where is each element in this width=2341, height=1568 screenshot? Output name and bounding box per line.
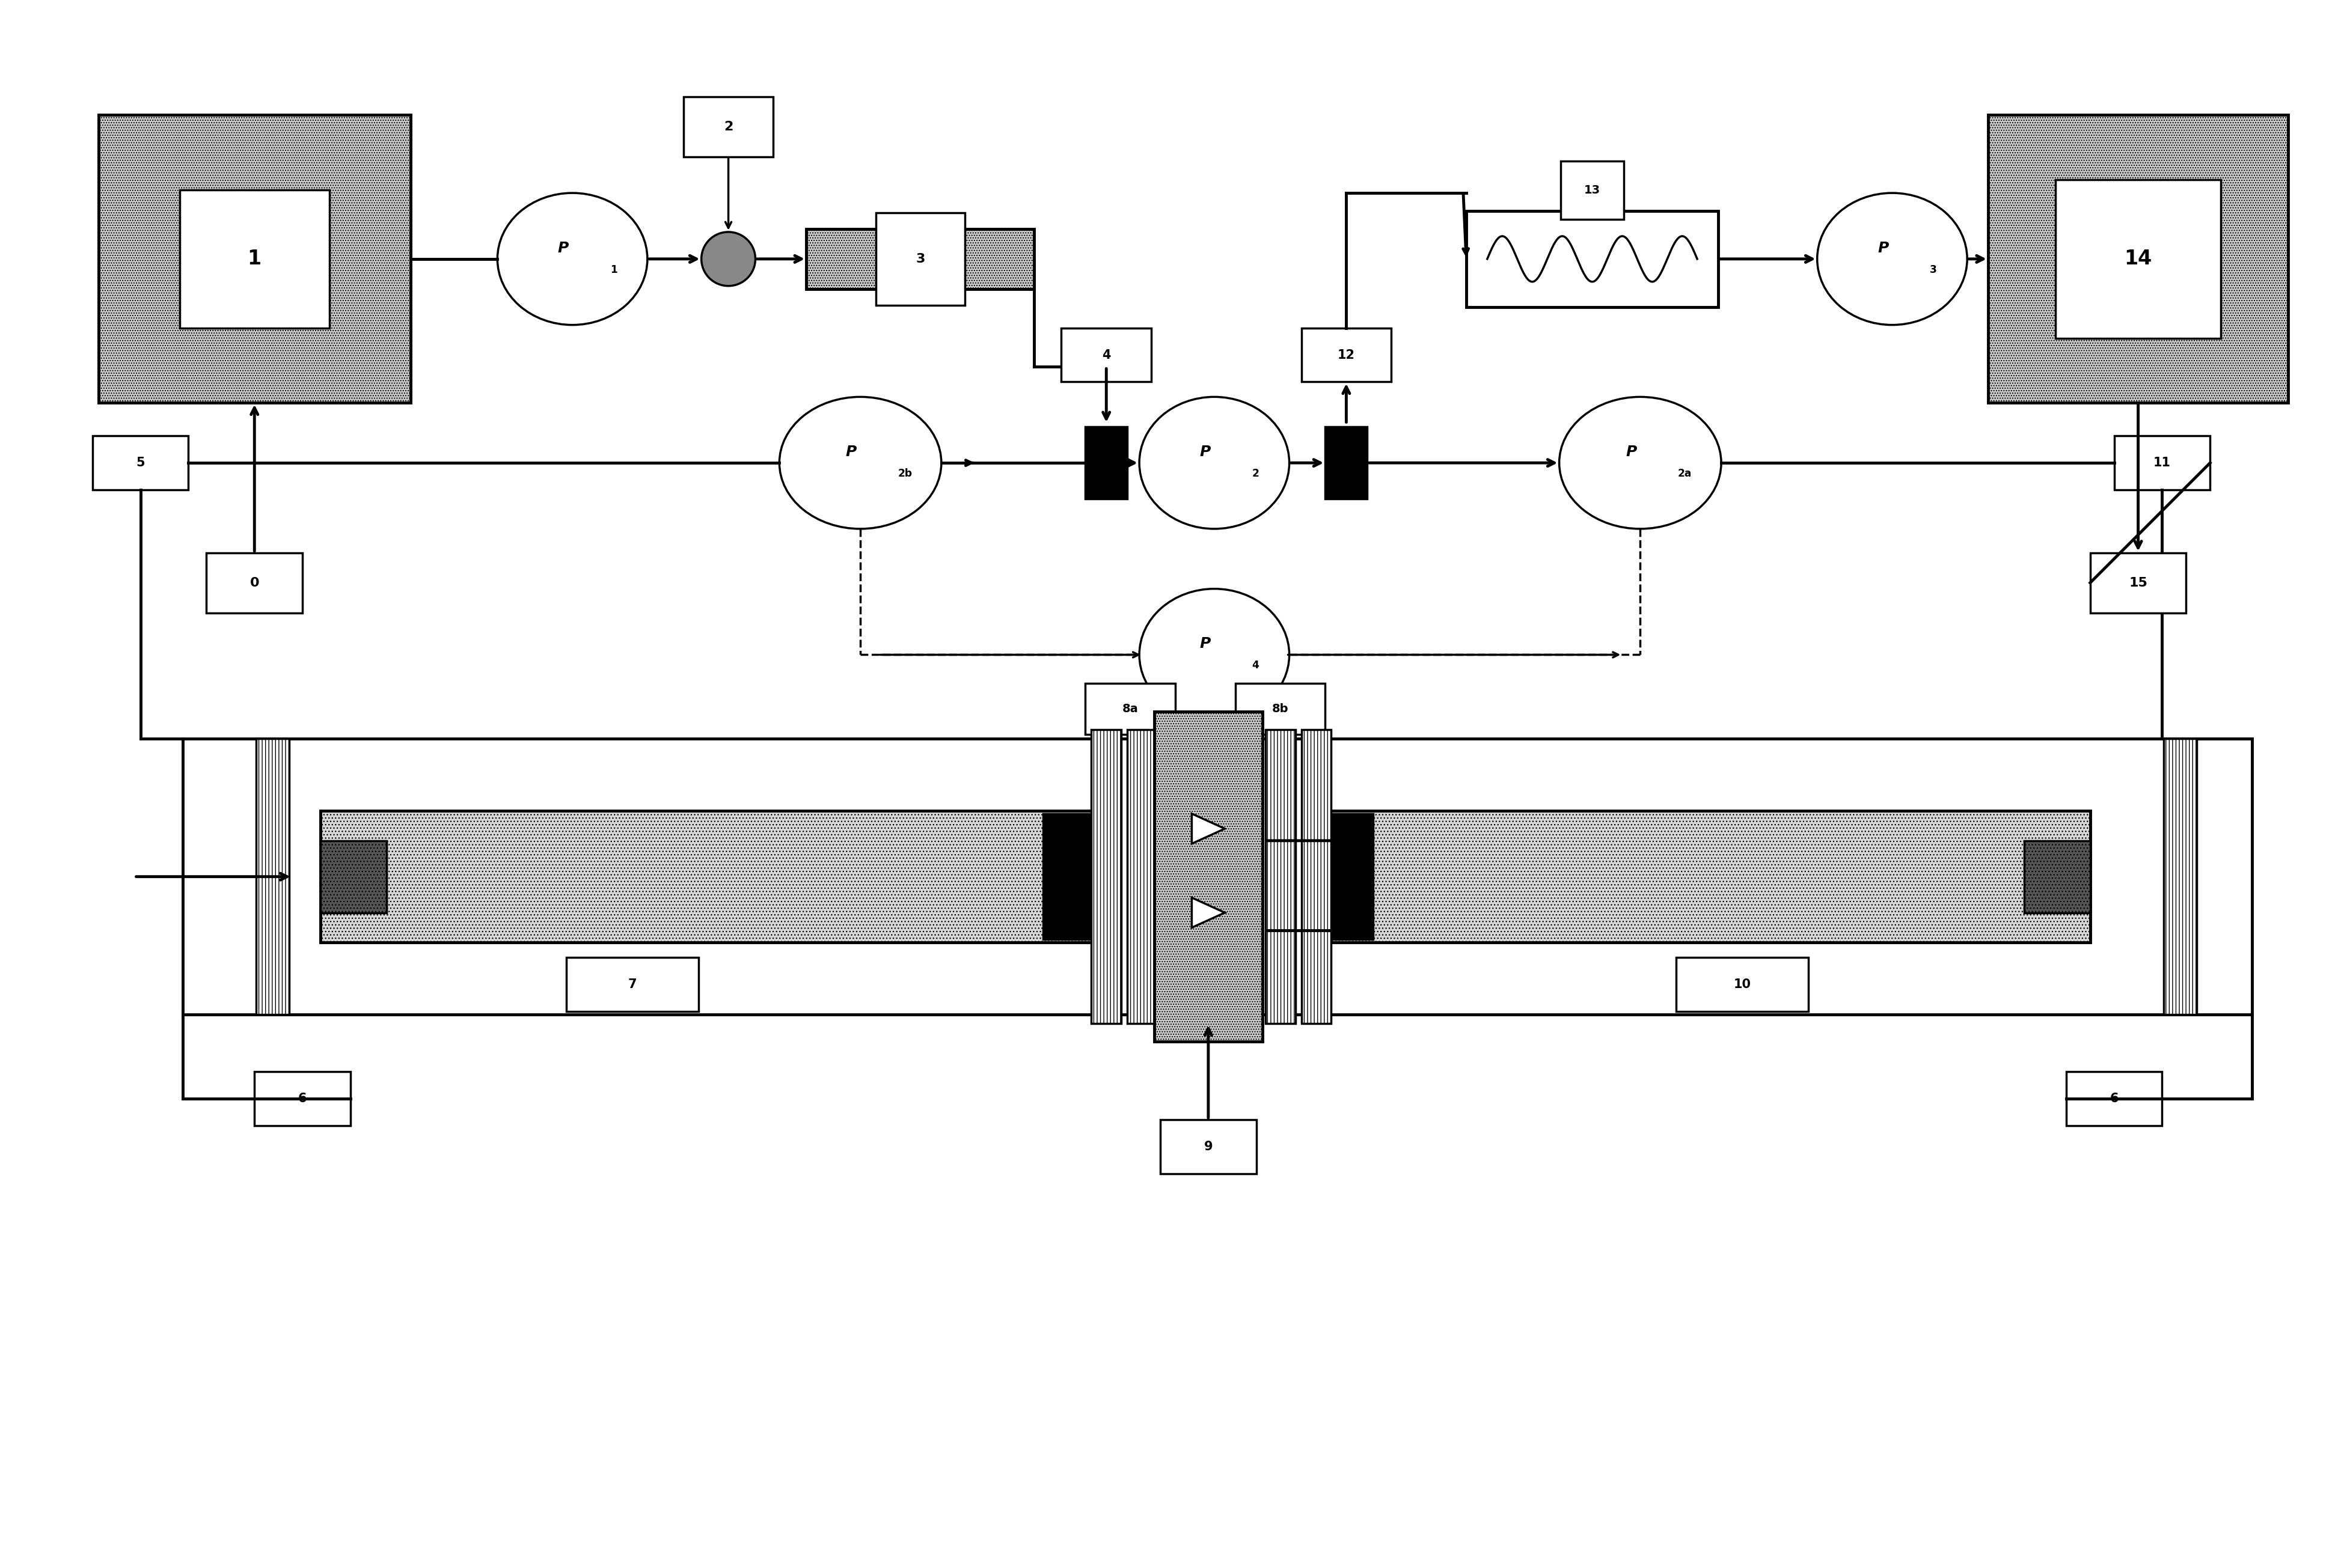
Text: 2a: 2a [1678, 469, 1693, 480]
Text: P: P [1201, 637, 1210, 651]
Ellipse shape [1140, 397, 1290, 528]
Bar [1154, 712, 1262, 1041]
Text: 3: 3 [1929, 265, 1936, 274]
Bar [98, 114, 410, 403]
Bar [1044, 814, 1103, 939]
Bar [1128, 729, 1156, 1024]
Bar [321, 811, 1107, 942]
Bar [321, 840, 386, 913]
Bar [1086, 426, 1128, 499]
Ellipse shape [702, 232, 756, 285]
Bar [2114, 436, 2210, 489]
Text: 2: 2 [1252, 469, 1259, 480]
Bar [1988, 114, 2287, 403]
Text: 5: 5 [136, 456, 145, 469]
Text: 8a: 8a [1121, 702, 1138, 715]
Text: 12: 12 [1337, 350, 1355, 361]
Bar [1311, 811, 2091, 942]
Bar [1236, 684, 1325, 734]
Ellipse shape [1817, 193, 1966, 325]
Text: 1: 1 [611, 265, 618, 274]
Bar [1325, 426, 1367, 499]
Bar [1313, 814, 1374, 939]
Bar [2091, 554, 2186, 613]
Text: P: P [1201, 445, 1210, 459]
Bar [94, 436, 190, 489]
Text: 4: 4 [1252, 660, 1259, 671]
Bar [255, 1071, 351, 1126]
Ellipse shape [1140, 590, 1290, 721]
Text: 8b: 8b [1271, 702, 1288, 715]
Text: 3: 3 [915, 252, 925, 265]
Text: 10: 10 [1732, 978, 1751, 991]
Text: 6: 6 [2109, 1093, 2119, 1104]
Text: 7: 7 [627, 978, 637, 991]
Bar [1086, 684, 1175, 734]
Text: 11: 11 [2154, 456, 2170, 469]
Bar [1302, 328, 1391, 383]
Text: P: P [845, 445, 857, 459]
Text: 4: 4 [1103, 350, 1110, 361]
Bar [2055, 180, 2222, 339]
Bar [805, 229, 1035, 289]
Bar [2067, 1071, 2163, 1126]
Bar [567, 958, 698, 1011]
Text: 15: 15 [2128, 577, 2147, 590]
Text: 2: 2 [723, 121, 733, 133]
Bar [1302, 729, 1332, 1024]
Text: P: P [557, 241, 569, 256]
Ellipse shape [780, 397, 941, 528]
Bar [255, 739, 288, 1014]
Text: 2b: 2b [897, 469, 913, 480]
Text: 0: 0 [250, 577, 260, 590]
Bar [2163, 739, 2196, 1014]
Bar [2025, 840, 2091, 913]
Text: 14: 14 [2123, 249, 2151, 268]
Bar [1060, 328, 1152, 383]
Polygon shape [1192, 814, 1224, 844]
Text: 13: 13 [1585, 185, 1601, 196]
Text: 6: 6 [297, 1093, 307, 1104]
Bar [684, 97, 773, 157]
Bar [1676, 958, 1807, 1011]
Ellipse shape [1559, 397, 1721, 528]
Bar [1465, 212, 1718, 307]
Text: P: P [1877, 241, 1889, 256]
Text: 1: 1 [248, 249, 262, 268]
Text: 9: 9 [1203, 1140, 1213, 1152]
Bar [206, 554, 302, 613]
Ellipse shape [496, 193, 648, 325]
Bar [1161, 1120, 1257, 1173]
Polygon shape [1192, 897, 1224, 928]
Bar [1091, 729, 1121, 1024]
Bar [180, 190, 330, 328]
Bar [1264, 729, 1295, 1024]
Text: P: P [1625, 445, 1636, 459]
